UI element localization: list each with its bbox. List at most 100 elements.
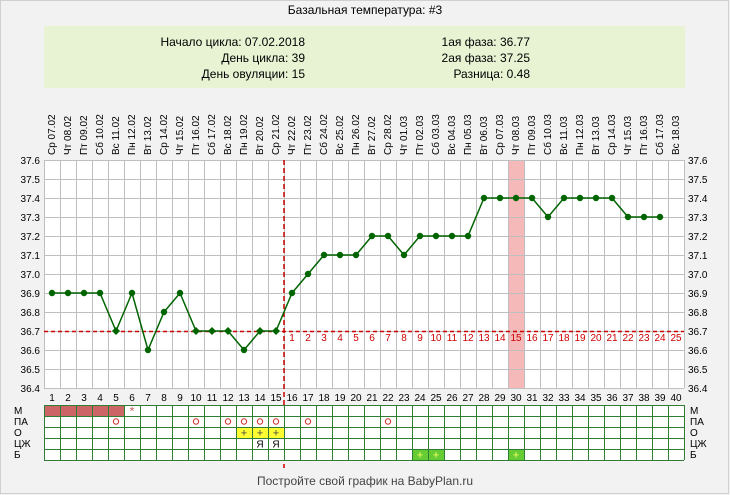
- temperature-point: [496, 194, 504, 202]
- temperature-point: [624, 213, 632, 221]
- luteal-day-label: 3: [321, 333, 327, 344]
- cycle-info-panel: Начало цикла: 07.02.2018 День цикла: 39 …: [44, 26, 685, 88]
- temperature-point: [480, 194, 488, 202]
- date-label: Пн 05.03: [463, 114, 474, 155]
- ovulation-test-plus: +: [257, 428, 263, 440]
- date-label: Сб 17.02: [206, 114, 218, 155]
- intercourse-mark: [192, 418, 200, 425]
- day-number: 35: [590, 393, 602, 404]
- day-number: 11: [207, 393, 218, 404]
- day-number-labels: 1 2 3 4 5 6 7 8 9 10 11 12 13 14 15 16 17 18 19 20 21 22 23 24 2…: [49, 393, 682, 404]
- period-cell: [61, 406, 76, 416]
- date-label: Сб 24.02: [318, 114, 330, 155]
- cycle-info-right: 1ая фаза: 36.77 2ая фаза: 37.25 Разница:…: [442, 34, 530, 82]
- intercourse-mark: [304, 418, 312, 425]
- day-number: 12: [222, 393, 234, 404]
- day-number: 17: [302, 393, 314, 404]
- day-number: 38: [638, 393, 650, 404]
- y-tick-labels: 37.6 37.6 37.5 37.5 37.4 37.4 37.3 37.3 37.2 37.2…: [21, 156, 708, 395]
- temperature-point: [256, 327, 264, 335]
- temperature-point: [272, 327, 280, 335]
- temperature-point: [640, 213, 648, 221]
- temperature-point: [656, 213, 664, 221]
- day-number: 23: [398, 393, 410, 404]
- date-label: Вс 25.02: [335, 115, 346, 155]
- day-number: 36: [606, 393, 618, 404]
- day-number: 40: [670, 393, 682, 404]
- period-cell: [109, 406, 124, 416]
- day-number: 25: [430, 393, 442, 404]
- intercourse-mark: [256, 418, 264, 425]
- row-label-right: ЦЖ: [690, 439, 707, 450]
- date-label: Чт 08.02: [63, 116, 74, 155]
- luteal-day-label: 21: [606, 333, 618, 344]
- date-label: Ср 14.02: [159, 114, 170, 155]
- temperature-point: [320, 251, 328, 259]
- row-label-right: М: [690, 406, 698, 417]
- day-number: 29: [494, 393, 506, 404]
- date-label: Сб 10.02: [94, 114, 106, 155]
- luteal-day-label: 17: [542, 333, 554, 344]
- luteal-day-label: 23: [638, 333, 650, 344]
- temperature-point: [128, 289, 136, 297]
- y-tick-left: 37.4: [21, 194, 41, 205]
- date-label: Пт 02.03: [415, 115, 426, 155]
- date-label: Пт 09.03: [527, 115, 538, 155]
- date-label: Пн 19.02: [239, 114, 250, 155]
- date-label: Пт 23.02: [303, 115, 314, 155]
- y-tick-right: 37.5: [688, 175, 708, 186]
- temperature-point: [96, 289, 104, 297]
- luteal-day-label: 22: [622, 333, 634, 344]
- luteal-day-label: 18: [558, 333, 570, 344]
- luteal-day-label: 6: [369, 333, 375, 344]
- intercourse-mark: [240, 418, 248, 425]
- symptom-rows: М М*ПА ПАО О+ + +ЦЖ ЦЖЯ ЯБ Б+ + +: [14, 404, 707, 462]
- luteal-day-label: 15: [510, 333, 522, 344]
- day-number: 26: [446, 393, 458, 404]
- day-number: 15: [270, 393, 282, 404]
- y-tick-left: 37.2: [21, 232, 41, 243]
- ovulation-test-plus: +: [241, 428, 247, 440]
- temperature-point: [368, 232, 376, 240]
- intercourse-mark: [272, 418, 280, 425]
- day-number: 1: [49, 393, 55, 404]
- temperature-series: [48, 194, 664, 354]
- pregnancy-test-cell: [429, 450, 444, 460]
- temperature-point: [304, 270, 312, 278]
- luteal-day-label: 1: [289, 333, 295, 344]
- temperature-point: [64, 289, 72, 297]
- temperature-point: [448, 232, 456, 240]
- date-label: Ср 14.03: [607, 114, 618, 155]
- period-star: *: [129, 404, 134, 419]
- date-label: Сб 03.03: [430, 114, 442, 155]
- day-number: 2: [65, 393, 71, 404]
- row-label-right: О: [690, 428, 698, 439]
- luteal-day-label: 5: [353, 333, 359, 344]
- phase1-text: 1ая фаза: 36.77: [441, 35, 530, 49]
- luteal-day-label: 19: [574, 333, 586, 344]
- date-label: Ср 21.02: [271, 114, 282, 155]
- row-label-left: Б: [14, 450, 21, 461]
- date-label: Пт 16.03: [639, 115, 650, 155]
- footer-link[interactable]: Постройте свой график на BabyPlan.ru: [256, 474, 474, 488]
- day-number: 31: [526, 393, 538, 404]
- temperature-point: [528, 194, 536, 202]
- day-number: 20: [350, 393, 362, 404]
- date-label: Сб 17.03: [654, 114, 666, 155]
- ovulation-test-cell: [269, 428, 284, 438]
- y-tick-right: 36.5: [688, 365, 708, 376]
- day-number: 9: [177, 393, 183, 404]
- intercourse-mark: [224, 418, 232, 425]
- luteal-day-label: 16: [526, 333, 538, 344]
- pregnancy-test-cell: [413, 450, 428, 460]
- temperature-point: [336, 251, 344, 259]
- day-number: 27: [462, 393, 474, 404]
- pregnancy-test-plus: +: [513, 450, 519, 462]
- temperature-point: [352, 251, 360, 259]
- date-label: Вт 13.02: [143, 116, 154, 155]
- luteal-day-label: 9: [417, 333, 423, 344]
- y-tick-right: 37.1: [688, 251, 708, 262]
- luteal-day-label: 4: [337, 333, 343, 344]
- y-tick-right: 37.3: [688, 213, 708, 224]
- y-tick-right: 36.9: [688, 289, 708, 300]
